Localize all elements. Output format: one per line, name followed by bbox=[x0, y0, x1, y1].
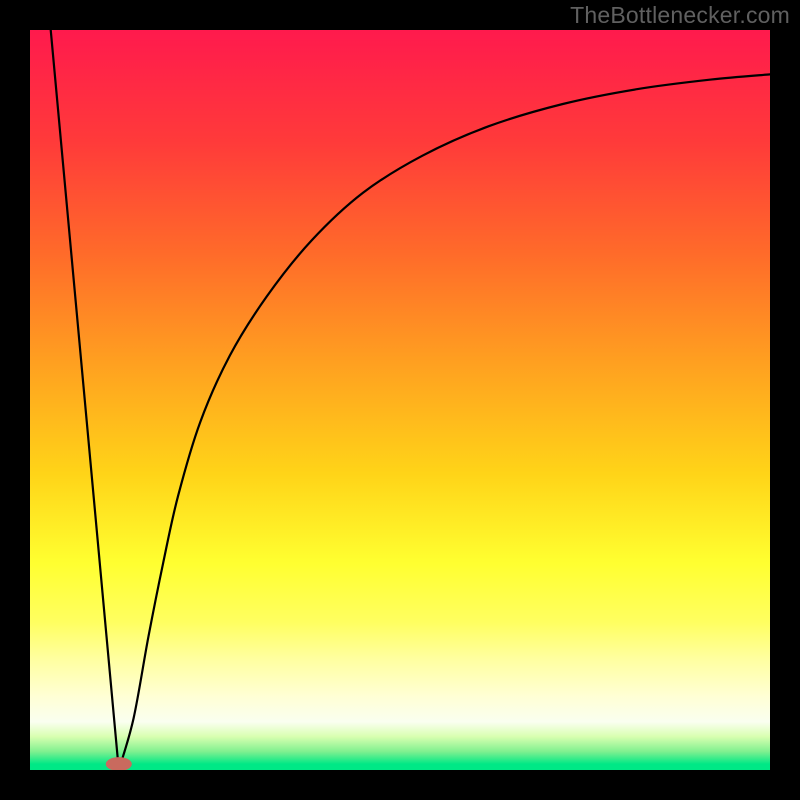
chart-container: TheBottlenecker.com bbox=[0, 0, 800, 800]
optimal-point-marker bbox=[106, 757, 132, 771]
gradient-background bbox=[30, 30, 770, 770]
watermark-text: TheBottlenecker.com bbox=[570, 2, 790, 29]
plot-area bbox=[30, 30, 770, 771]
bottleneck-chart bbox=[0, 0, 800, 800]
